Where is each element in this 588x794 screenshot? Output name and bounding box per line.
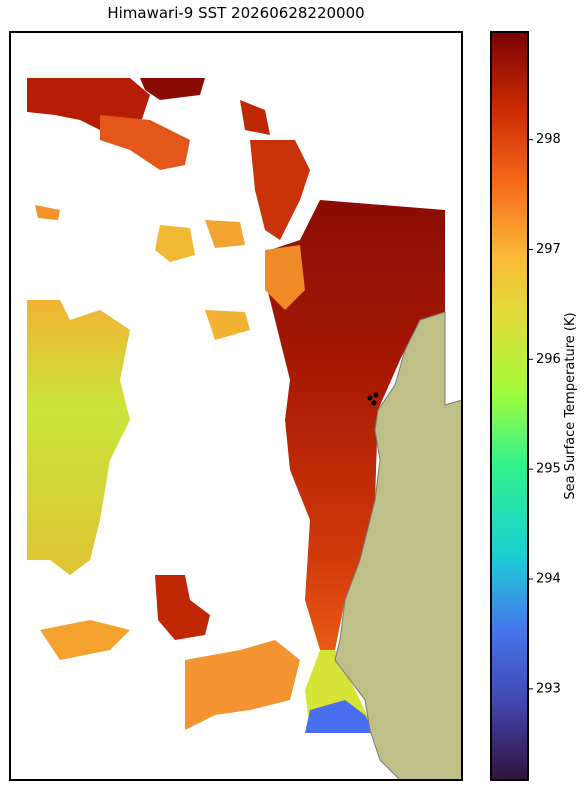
colorbar-tick-label: 295 [536, 462, 561, 477]
colorbar-tick-label: 294 [536, 571, 561, 586]
title: Himawari-9 SST 20260628220000 [107, 4, 364, 22]
map-frame [9, 31, 463, 781]
map [10, 32, 462, 780]
colorbar-tick-label: 298 [536, 132, 561, 147]
colorbar-tick-label: 297 [536, 242, 561, 257]
colorbar-tick-label: 296 [536, 352, 561, 367]
colorbar-label: Sea Surface Temperature (K) [563, 312, 578, 499]
colorbar [490, 31, 529, 781]
colorbar-tick-label: 293 [536, 681, 561, 696]
